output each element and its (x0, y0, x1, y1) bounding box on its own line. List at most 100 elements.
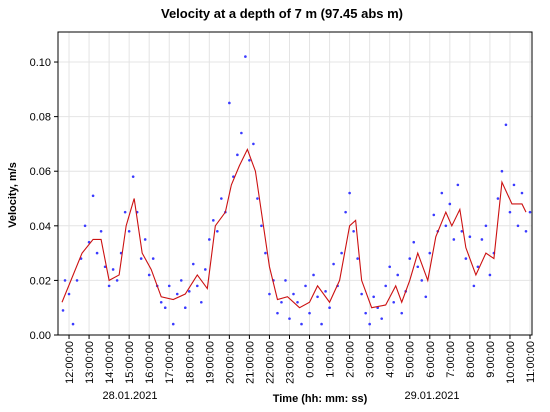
data-point (284, 279, 287, 282)
data-point (292, 292, 295, 296)
data-point (151, 257, 155, 260)
data-point (204, 268, 207, 271)
data-point (520, 191, 524, 195)
data-point (464, 257, 468, 260)
data-point (488, 273, 492, 277)
data-point (332, 262, 335, 266)
x-tick-label: 10:00:00 (505, 341, 517, 384)
x-tick-label: 20:00:00 (224, 341, 236, 384)
data-point (83, 224, 87, 228)
data-point (372, 295, 375, 299)
moving-average-line (61, 147, 527, 309)
data-point (412, 240, 416, 244)
data-point (248, 158, 251, 162)
x-tick-label: 5:00:00 (405, 341, 417, 378)
data-point (63, 279, 67, 282)
data-point (171, 322, 175, 326)
data-point (448, 202, 452, 206)
data-point (139, 257, 143, 260)
data-point (304, 284, 307, 288)
data-point (428, 251, 432, 255)
data-point (61, 309, 65, 312)
data-point (179, 279, 183, 282)
data-point (99, 229, 103, 233)
data-point (212, 219, 215, 222)
data-point (416, 265, 420, 269)
data-point (480, 238, 484, 241)
data-point (364, 311, 367, 315)
x-tick-label: 9:00:00 (485, 341, 497, 378)
data-point (131, 175, 135, 178)
data-point (316, 295, 319, 299)
data-point (408, 257, 412, 260)
data-point (244, 55, 247, 58)
x-tick-label: 16:00:00 (144, 341, 156, 384)
data-point (191, 262, 195, 266)
data-point (240, 131, 243, 135)
data-point (496, 197, 500, 200)
data-point (296, 300, 299, 304)
data-point (264, 251, 267, 255)
data-point (71, 322, 75, 326)
x-tick-label: 17:00:00 (164, 341, 176, 384)
data-point (276, 311, 279, 315)
data-point (468, 235, 472, 239)
data-point (268, 292, 271, 296)
data-point (107, 284, 111, 288)
data-point (91, 194, 95, 198)
data-point (163, 306, 167, 310)
x-tick-label: 12:00:00 (64, 341, 76, 384)
data-point (308, 311, 311, 315)
data-point (508, 210, 512, 214)
data-point (452, 238, 456, 241)
data-point (400, 311, 404, 315)
data-point (220, 197, 223, 200)
x-tick-label: 14:00:00 (104, 341, 116, 384)
data-point (300, 322, 303, 326)
data-point (396, 273, 400, 277)
data-point (356, 257, 359, 260)
data-point (127, 229, 131, 233)
data-point (340, 251, 343, 255)
data-point (288, 317, 291, 320)
date-annotation: 28.01.2021 (102, 390, 157, 402)
y-tick-label: 0.06 (30, 166, 51, 178)
x-tick-label: 0:00:00 (305, 341, 317, 378)
data-point (280, 300, 283, 304)
x-tick-label: 22:00:00 (264, 341, 276, 384)
data-point (75, 279, 79, 282)
data-point (504, 123, 508, 127)
data-point (392, 300, 396, 304)
data-point (368, 322, 371, 326)
data-point (444, 224, 448, 228)
data-point (147, 273, 151, 277)
data-point (500, 169, 504, 173)
data-point (228, 101, 231, 105)
data-point (528, 210, 532, 214)
data-point (67, 292, 71, 296)
data-point (484, 224, 488, 228)
data-point (420, 279, 424, 282)
plot-area (58, 32, 532, 335)
data-point (216, 229, 219, 233)
data-point (115, 279, 119, 282)
x-tick-label: 1:00:00 (325, 341, 337, 378)
data-point (456, 183, 460, 187)
data-point (167, 284, 171, 288)
x-tick-label: 15:00:00 (124, 341, 136, 384)
data-point (183, 306, 187, 310)
data-point (360, 292, 363, 296)
data-point (123, 210, 127, 214)
x-tick-label: 11:00:00 (525, 341, 537, 383)
data-point (200, 300, 203, 304)
data-point (388, 265, 391, 269)
data-point (195, 284, 199, 288)
y-tick-label: 0.00 (30, 330, 51, 342)
data-point (516, 224, 520, 228)
x-axis-title: Time (hh: mm: ss) (273, 393, 368, 405)
data-point (111, 268, 115, 271)
data-point (348, 191, 351, 195)
data-point (252, 142, 255, 146)
